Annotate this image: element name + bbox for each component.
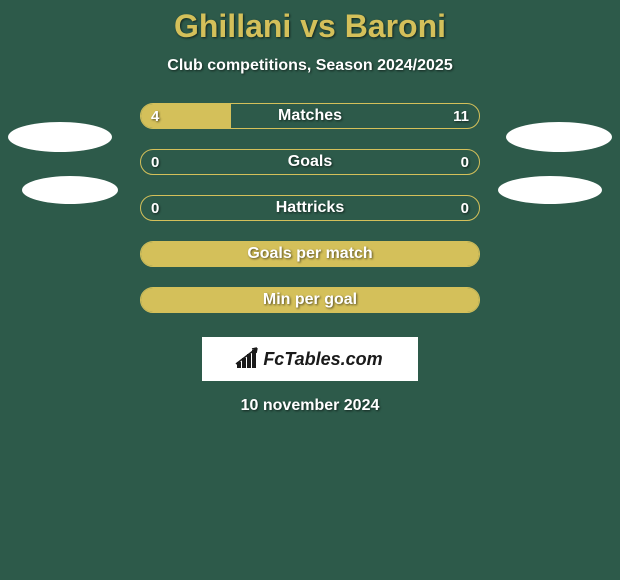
comparison-widget: Ghillani vs Baroni Club competitions, Se… [0,0,620,415]
date-label: 10 november 2024 [241,397,380,415]
stat-right-value: 0 [461,200,469,217]
source-logo[interactable]: FcTables.com [202,337,418,381]
player-marker [8,122,112,152]
stat-label: Goals [288,153,332,171]
stats-list: 4 Matches 11 0 Goals 0 0 Hattricks 0 Goals per ma… [140,103,480,333]
player-marker [22,176,118,204]
stat-row: Goals per match [140,241,480,267]
stat-row: 0 Hattricks 0 [140,195,480,221]
logo-text: FcTables.com [237,349,382,370]
stat-label: Matches [278,107,342,125]
stat-left-value: 0 [151,200,159,217]
stat-left-value: 4 [151,108,159,125]
player-marker [506,122,612,152]
stat-right-value: 11 [453,108,469,125]
subtitle: Club competitions, Season 2024/2025 [167,57,452,75]
stat-label: Goals per match [247,245,372,263]
stat-label: Min per goal [263,291,357,309]
stat-row: Min per goal [140,287,480,313]
barchart-icon [237,350,261,368]
player-marker [498,176,602,204]
page-title: Ghillani vs Baroni [174,8,446,45]
stat-right-value: 0 [461,154,469,171]
stat-row: 4 Matches 11 [140,103,480,129]
stat-label: Hattricks [276,199,344,217]
stat-row: 0 Goals 0 [140,149,480,175]
logo-label: FcTables.com [263,349,382,370]
stat-left-value: 0 [151,154,159,171]
